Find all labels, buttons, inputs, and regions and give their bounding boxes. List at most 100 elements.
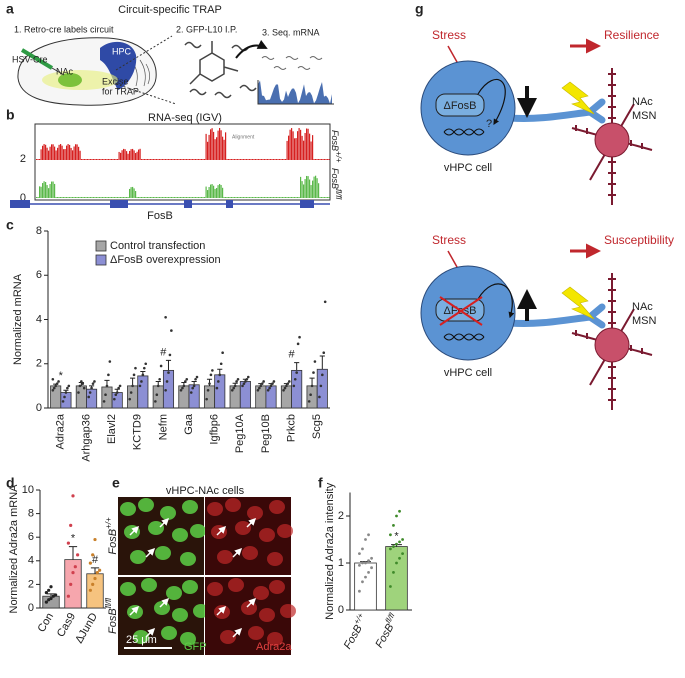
coverage-bar: [153, 159, 155, 160]
coverage-bar: [223, 139, 225, 160]
track-genotype: FosB+/+: [330, 130, 343, 163]
coverage-bar: [322, 159, 324, 160]
data-point: [93, 576, 97, 581]
data-point: [69, 582, 73, 587]
data-point: [118, 384, 122, 388]
coverage-bar: [298, 128, 300, 160]
legend-swatch: [95, 240, 107, 252]
molecule: [239, 84, 257, 92]
cell: [269, 580, 285, 594]
bar: [152, 385, 164, 409]
coverage-bar: [234, 159, 236, 160]
data-point: [211, 369, 214, 372]
x-tick-label: FosBfl/fl: [371, 611, 402, 650]
coverage-bar: [124, 197, 126, 198]
data-point: [91, 382, 95, 385]
coverage-bar: [36, 159, 38, 160]
data-point: [164, 315, 167, 319]
coverage-bar: [202, 197, 204, 198]
data-point: [88, 588, 92, 592]
data-point: [49, 585, 53, 589]
cell: [148, 521, 164, 535]
coverage-bar: [160, 197, 162, 198]
coverage-bar: [190, 159, 192, 160]
x-tick-label: Igfbp6: [209, 414, 221, 445]
bar: [50, 385, 62, 409]
cell: [235, 521, 251, 535]
x-tick-label-base: FosB: [373, 622, 396, 650]
coverage-bar: [238, 159, 240, 160]
coverage-bar: [97, 159, 99, 160]
coverage-bar: [93, 197, 95, 198]
coverage-bar: [177, 197, 179, 198]
coverage-bar: [118, 197, 120, 198]
data-point: [217, 380, 220, 383]
coverage-bar: [267, 197, 269, 198]
y-tick-label: 0: [36, 402, 42, 414]
coverage-bar: [108, 159, 110, 160]
coverage-bar: [270, 197, 272, 198]
data-point: [221, 351, 224, 354]
coverage-bar: [87, 197, 89, 198]
coverage-bar: [102, 159, 104, 160]
coverage-bar: [244, 197, 246, 198]
coverage-bar: [208, 187, 210, 198]
coverage-bar: [196, 159, 198, 160]
coverage-bar: [235, 159, 237, 160]
coverage-bar: [265, 197, 267, 198]
coverage-bar: [232, 197, 234, 198]
coverage-bar: [109, 159, 111, 160]
data-point: [236, 377, 240, 381]
bar: [214, 374, 226, 409]
data-point: [246, 375, 250, 379]
coverage-bar: [229, 159, 231, 160]
coverage-bar: [172, 197, 174, 198]
coverage-bar: [99, 159, 101, 160]
label: for TRAP: [102, 86, 139, 96]
y-tick-label: 2: [36, 358, 42, 370]
track-tick: 0: [20, 192, 26, 204]
data-point: [141, 373, 145, 377]
data-point: [165, 380, 169, 383]
arrow: [145, 547, 156, 558]
coverage-bar: [319, 197, 321, 198]
data-point: [192, 384, 196, 388]
coverage-bar: [114, 159, 116, 160]
coverage-bar: [175, 159, 177, 160]
coverage-bar: [321, 197, 323, 198]
channel-label: GFP: [184, 641, 207, 653]
coverage-bar: [279, 197, 281, 198]
molecule: [231, 44, 249, 52]
error-bar: [319, 355, 325, 370]
error-bar: [191, 380, 197, 385]
coverage-bar: [310, 141, 312, 160]
arrow: [159, 597, 170, 608]
data-point: [232, 386, 236, 390]
coverage-bar: [294, 138, 296, 160]
cell: [277, 524, 293, 538]
data-point: [401, 552, 404, 555]
error-bar: [68, 546, 78, 560]
x-tick-label: FosB+/+: [339, 611, 371, 651]
coverage-bar: [91, 197, 93, 198]
data-point: [184, 380, 187, 383]
read: [261, 56, 275, 60]
y-axis-label: Normalized Adra2a intensity: [324, 482, 336, 619]
coverage-bar: [325, 159, 327, 160]
needle: [51, 67, 65, 76]
data-point: [219, 362, 223, 366]
coverage-bar: [148, 197, 150, 198]
arrow: [235, 39, 268, 59]
arrow: [159, 517, 170, 528]
coverage-bar: [318, 159, 320, 160]
read: [309, 56, 323, 60]
coverage-bar: [306, 175, 308, 198]
coverage-bar: [96, 197, 98, 198]
legend-label: ΔFosB overexpression: [110, 254, 221, 266]
coverage-bar: [126, 151, 128, 160]
coverage-bar: [169, 197, 171, 198]
data-point: [370, 556, 373, 560]
coverage-bar: [273, 159, 275, 160]
coverage-bar: [93, 159, 95, 160]
gene-exon: [184, 200, 192, 208]
